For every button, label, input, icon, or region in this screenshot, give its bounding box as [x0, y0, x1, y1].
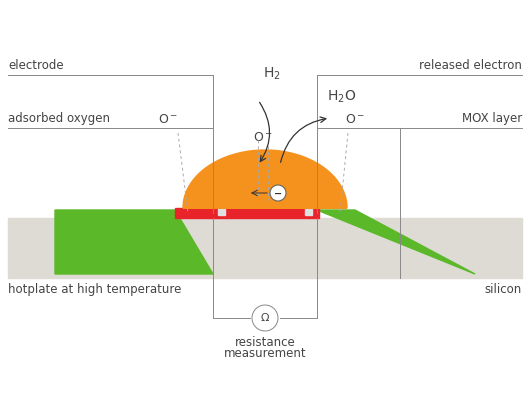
Text: MOX layer: MOX layer: [462, 112, 522, 125]
Text: measurement: measurement: [224, 347, 306, 360]
Bar: [175, 208, 319, 218]
Text: electrode: electrode: [8, 59, 64, 72]
Text: −: −: [274, 188, 282, 198]
Text: O$^-$: O$^-$: [253, 131, 273, 144]
Text: released electron: released electron: [419, 59, 522, 72]
Text: silicon: silicon: [485, 283, 522, 296]
Text: O$^-$: O$^-$: [345, 113, 365, 126]
Text: O$^-$: O$^-$: [158, 113, 178, 126]
Bar: [305, 209, 312, 215]
Polygon shape: [183, 150, 347, 208]
Text: adsorbed oxygen: adsorbed oxygen: [8, 112, 110, 125]
Text: H$_2$: H$_2$: [263, 66, 281, 82]
Text: Ω: Ω: [261, 313, 269, 323]
Text: resistance: resistance: [235, 336, 295, 349]
Bar: [218, 209, 225, 215]
Text: hotplate at high temperature: hotplate at high temperature: [8, 283, 181, 296]
Text: H$_2$O: H$_2$O: [327, 89, 356, 105]
Polygon shape: [55, 210, 213, 274]
Bar: [8, 218, 522, 278]
Circle shape: [270, 185, 286, 201]
Polygon shape: [317, 210, 475, 274]
